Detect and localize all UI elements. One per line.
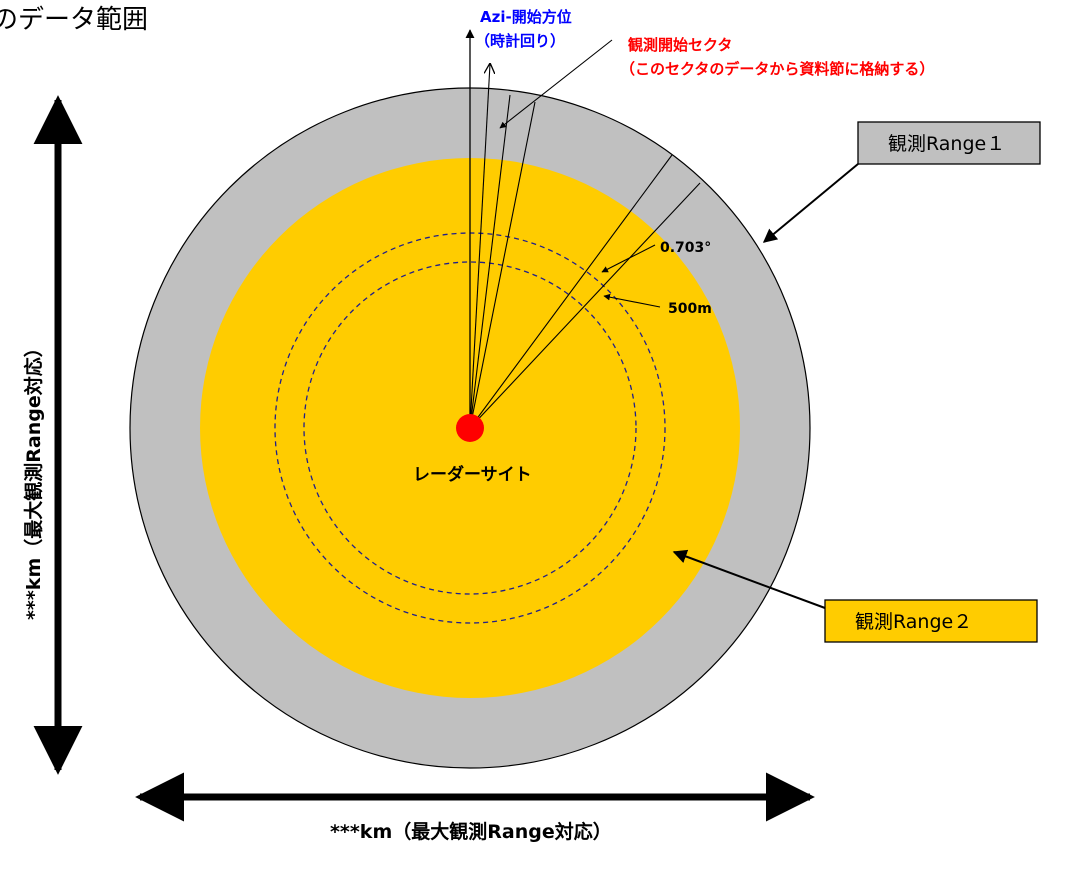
range-1-label: 観測Range１ — [888, 133, 1005, 155]
sector-label-leader — [499, 39, 613, 129]
clockwise-arrow — [469, 64, 490, 429]
range-2-box — [824, 599, 1038, 643]
sector-edge-b — [469, 182, 701, 429]
page-title: のデータ範囲 — [0, 5, 148, 35]
sector-edge-a — [469, 154, 673, 429]
azimuth-start-label-line1: Azi-開始方位 — [480, 8, 572, 26]
range-step-leader — [603, 293, 661, 308]
radar-site-label: レーダーサイト — [413, 464, 532, 485]
range-ring-inner — [303, 261, 637, 595]
range-2-label: 観測Range２ — [855, 611, 972, 633]
vertical-extent-label: ***km（最大観測Range対応） — [22, 338, 45, 620]
start-sector-label-line2: （このセクタのデータから資料節に格納する） — [620, 60, 934, 78]
start-sector-edge-2 — [469, 101, 536, 429]
range-1-box — [857, 121, 1041, 165]
sector-angle-leader — [601, 244, 656, 273]
horizontal-extent-label: ***km（最大観測Range対応） — [330, 820, 612, 843]
azimuth-start-label-line2: （時計回り） — [475, 32, 565, 50]
start-sector-label-line1: 観測開始セクタ — [628, 36, 732, 54]
range-step-label: 500m — [668, 301, 712, 317]
range-2-leader — [672, 549, 826, 609]
start-sector-edge-1 — [469, 94, 511, 429]
radar-site-marker — [456, 414, 484, 442]
range-1-leader — [762, 163, 859, 243]
sector-angle-label: 0.703° — [660, 240, 711, 256]
